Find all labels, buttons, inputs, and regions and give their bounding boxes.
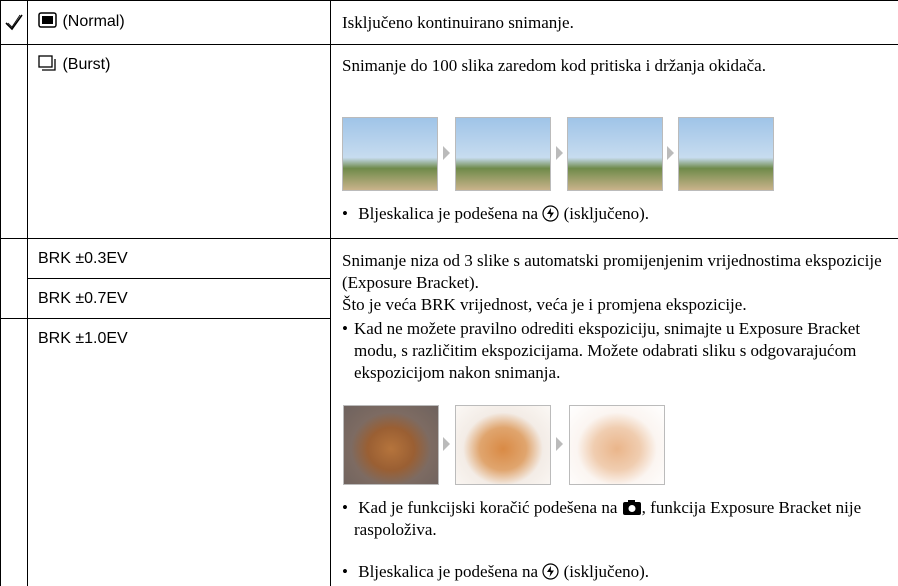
photo	[343, 405, 439, 485]
note: Bljeskalica je podešena na (isključeno).	[342, 203, 894, 225]
mode-text: BRK ±0.3EV	[38, 250, 128, 267]
tip-text: Kad ne možete pravilno odrediti ekspozic…	[354, 319, 861, 382]
arrow	[443, 146, 450, 160]
note: Kad je funkcijski koračić podešena na , …	[342, 497, 894, 541]
mode-text: BRK ±1.0EV	[38, 330, 128, 347]
rule	[330, 0, 331, 586]
description: Snimanje do 100 slika zaredom kod pritis…	[342, 56, 766, 75]
mode-label: (Burst)	[38, 55, 110, 74]
note-text: Kad je funkcijski koračić podešena na	[358, 498, 618, 517]
description: Što je veća BRK vrijednost, veća je i pr…	[342, 295, 747, 314]
photo	[455, 117, 551, 191]
camera-icon	[622, 500, 641, 515]
mode-text: BRK ±0.7EV	[38, 290, 128, 307]
flash-off-icon	[542, 205, 559, 222]
note-text: (isključeno).	[563, 562, 650, 581]
rule	[0, 318, 330, 319]
mode-label: (Normal)	[38, 12, 125, 31]
photo	[678, 117, 774, 191]
photo	[567, 117, 663, 191]
rule	[0, 44, 898, 45]
rule	[27, 278, 330, 279]
mode-text: (Burst)	[62, 56, 111, 73]
photo	[342, 117, 438, 191]
rule	[27, 0, 28, 586]
arrow	[556, 146, 563, 160]
note-text: , funkcija Exposure Bracket nije raspolo…	[354, 498, 862, 539]
arrow	[443, 437, 450, 451]
burst-icon	[38, 55, 56, 71]
rule	[0, 238, 898, 239]
default-check-icon	[5, 14, 23, 31]
note-text: (isključeno).	[563, 204, 650, 223]
arrow	[667, 146, 674, 160]
description: Snimanje niza od 3 slike s automatski pr…	[342, 251, 882, 292]
note-text: Bljeskalica je podešena na	[358, 204, 539, 223]
photo	[455, 405, 551, 485]
description: Isključeno kontinuirano snimanje.	[342, 13, 574, 32]
mode-text: (Normal)	[62, 13, 125, 30]
photo	[569, 405, 665, 485]
rule	[0, 0, 1, 586]
tip: Kad ne možete pravilno odrediti ekspozic…	[342, 318, 898, 384]
flash-off-icon	[542, 563, 559, 580]
rule	[0, 0, 898, 1]
arrow	[556, 437, 563, 451]
note: Bljeskalica je podešena na (isključeno).	[342, 561, 894, 583]
normal-icon	[38, 12, 57, 28]
note-text: Bljeskalica je podešena na	[358, 562, 539, 581]
